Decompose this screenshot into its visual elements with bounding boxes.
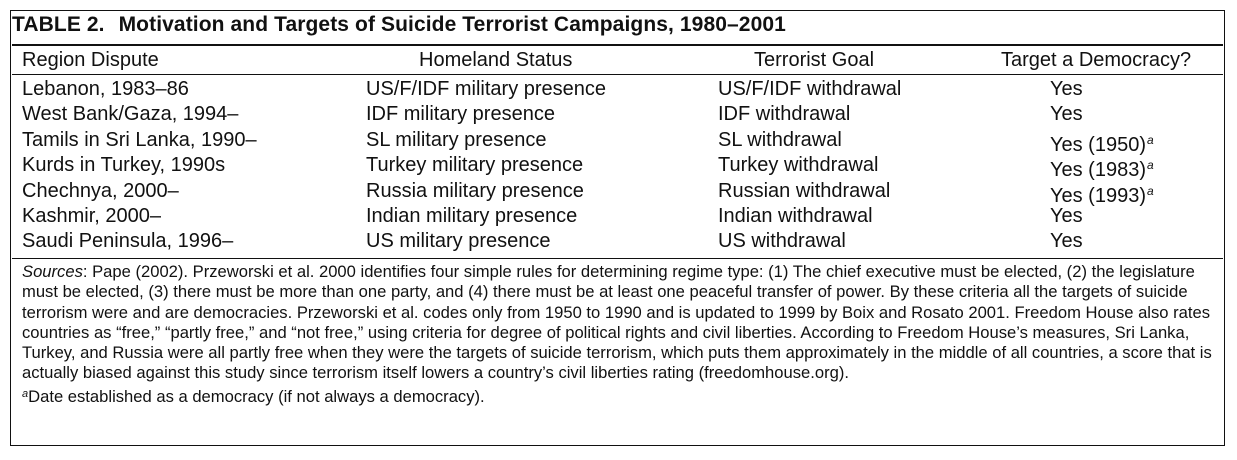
cell-region: Tamils in Sri Lanka, 1990– bbox=[22, 127, 257, 153]
cell-region: Saudi Peninsula, 1996– bbox=[22, 228, 233, 254]
footnote-text: Date established as a democracy (if not … bbox=[28, 386, 485, 406]
title-rule bbox=[12, 44, 1223, 46]
cell-status-text: IDF military presence bbox=[366, 103, 555, 126]
cell-region-text: Tamils in Sri Lanka, 1990– bbox=[22, 128, 257, 151]
cell-goal-text: US/F/IDF withdrawal bbox=[718, 78, 902, 100]
table-row: Lebanon, 1983–86 US/F/IDF military presen… bbox=[0, 76, 1237, 102]
table-title: TABLE 2. Motivation and Targets of Suicid… bbox=[12, 13, 786, 37]
cell-goal-text: Russian withdrawal bbox=[718, 179, 891, 202]
cell-goal-text: IDF withdrawal bbox=[718, 103, 851, 126]
cell-democracy: Yes bbox=[1050, 101, 1083, 127]
cell-status-text: US/F/IDF military presence bbox=[366, 78, 607, 100]
body-rule bbox=[12, 258, 1223, 259]
column-header-region: Region Dispute bbox=[22, 49, 159, 71]
cell-democracy: Yes bbox=[1050, 76, 1083, 102]
cell-region: Kashmir, 2000– bbox=[22, 203, 161, 229]
cell-region-text: West Bank/Gaza, 1994– bbox=[22, 103, 239, 126]
cell-region-text: Lebanon, 1983–86 bbox=[22, 78, 189, 100]
table-header-row: Region Dispute Homeland Status Terrorist… bbox=[0, 47, 1237, 73]
table-row: Kurds in Turkey, 1990s Turkey military pr… bbox=[0, 152, 1237, 181]
cell-status-text: Indian military presence bbox=[366, 205, 578, 227]
footnote-marker: a bbox=[1147, 183, 1154, 198]
table-row: Saudi Peninsula, 1996– US military presen… bbox=[0, 228, 1237, 254]
cell-status: Russia military presence bbox=[366, 178, 584, 204]
table-title-text: Motivation and Targets of Suicide Terror… bbox=[118, 13, 786, 36]
cell-status: Turkey military presence bbox=[366, 152, 583, 178]
column-header-democracy: Target a Democracy? bbox=[1001, 49, 1192, 71]
table-row: Tamils in Sri Lanka, 1990– SL military pr… bbox=[0, 127, 1237, 156]
table-row: Kashmir, 2000– Indian military presence In… bbox=[0, 203, 1237, 229]
cell-goal: SL withdrawal bbox=[718, 127, 842, 153]
cell-goal: IDF withdrawal bbox=[718, 101, 850, 127]
table-row: West Bank/Gaza, 1994– IDF military presen… bbox=[0, 101, 1237, 127]
cell-democracy-text: Yes bbox=[1050, 230, 1083, 253]
cell-democracy: Yes (1993)a bbox=[1050, 178, 1154, 209]
cell-status: US/F/IDF military presence bbox=[366, 76, 606, 102]
cell-status-text: SL military presence bbox=[366, 128, 547, 151]
footnote-marker: a bbox=[1147, 158, 1154, 173]
cell-goal: Russian withdrawal bbox=[718, 178, 890, 204]
table-notes: Sources: Pape (2002). Przeworski et al. … bbox=[22, 262, 1222, 407]
cell-democracy-text: Yes bbox=[1050, 103, 1083, 126]
cell-goal: Turkey withdrawal bbox=[718, 152, 878, 178]
cell-region: Kurds in Turkey, 1990s bbox=[22, 152, 225, 178]
footnote: aDate established as a democracy (if not… bbox=[22, 384, 1222, 407]
table-row: Chechnya, 2000– Russia military presence R… bbox=[0, 178, 1237, 207]
cell-status-text: Russia military presence bbox=[366, 179, 584, 202]
column-header-goal: Terrorist Goal bbox=[754, 49, 875, 71]
header-rule bbox=[12, 74, 1223, 75]
sources-label: Sources bbox=[22, 262, 83, 281]
cell-status: SL military presence bbox=[366, 127, 546, 153]
cell-goal: US/F/IDF withdrawal bbox=[718, 76, 901, 102]
sources-text: : Pape (2002). Przeworski et al. 2000 id… bbox=[22, 262, 1212, 383]
cell-region-text: Chechnya, 2000– bbox=[22, 179, 179, 202]
cell-goal: Indian withdrawal bbox=[718, 203, 873, 229]
cell-goal-text: Turkey withdrawal bbox=[718, 154, 879, 177]
cell-status: IDF military presence bbox=[366, 101, 555, 127]
cell-region: Lebanon, 1983–86 bbox=[22, 76, 189, 102]
table-frame bbox=[10, 10, 1225, 446]
cell-status-text: Turkey military presence bbox=[366, 154, 584, 177]
cell-democracy: Yes bbox=[1050, 203, 1083, 229]
cell-democracy-text: Yes bbox=[1050, 78, 1083, 100]
cell-region: Chechnya, 2000– bbox=[22, 178, 179, 204]
cell-democracy: Yes bbox=[1050, 228, 1083, 254]
cell-democracy-text: Yes (1950) bbox=[1050, 133, 1146, 156]
cell-status: US military presence bbox=[366, 228, 551, 254]
cell-goal-text: US withdrawal bbox=[718, 230, 846, 253]
cell-goal-text: Indian withdrawal bbox=[718, 205, 873, 227]
table-label: TABLE 2. bbox=[12, 13, 105, 36]
cell-region-text: Kurds in Turkey, 1990s bbox=[22, 154, 226, 177]
cell-democracy: Yes (1950)a bbox=[1050, 127, 1154, 158]
column-header-status: Homeland Status bbox=[419, 49, 573, 71]
cell-goal: US withdrawal bbox=[718, 228, 846, 254]
sources-note: Sources: Pape (2002). Przeworski et al. … bbox=[22, 262, 1222, 384]
cell-democracy-text: Yes (1983) bbox=[1050, 159, 1146, 182]
cell-region-text: Kashmir, 2000– bbox=[22, 205, 161, 227]
cell-democracy: Yes (1983)a bbox=[1050, 152, 1154, 183]
footnote-mark: a bbox=[22, 387, 29, 400]
footnote-marker: a bbox=[1147, 132, 1154, 147]
cell-democracy-text: Yes bbox=[1050, 205, 1083, 227]
cell-status: Indian military presence bbox=[366, 203, 577, 229]
cell-democracy-text: Yes (1993) bbox=[1050, 184, 1146, 207]
cell-status-text: US military presence bbox=[366, 230, 551, 253]
cell-goal-text: SL withdrawal bbox=[718, 128, 842, 151]
cell-region: West Bank/Gaza, 1994– bbox=[22, 101, 238, 127]
cell-region-text: Saudi Peninsula, 1996– bbox=[22, 230, 234, 253]
